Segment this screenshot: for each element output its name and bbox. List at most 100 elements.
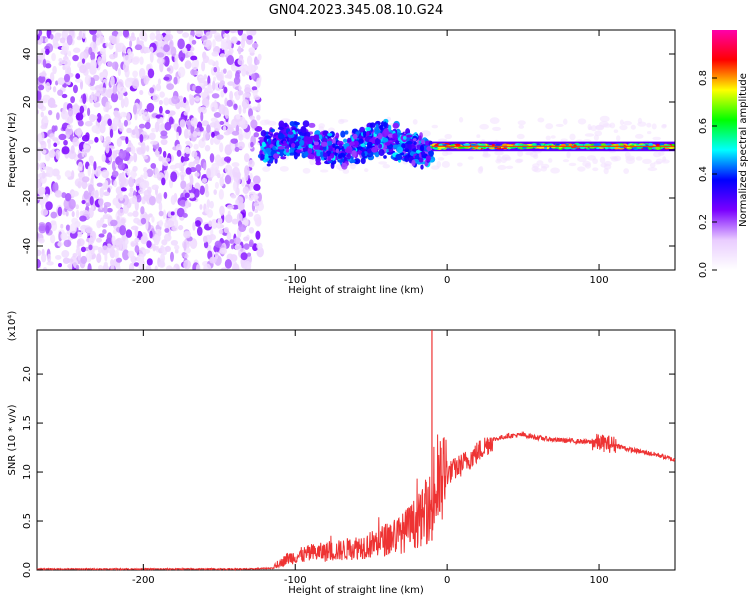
snr-y-ticks: 0.0 0.5 1.0 1.5 2.0: [22, 366, 675, 578]
spectrogram-cell: [500, 156, 508, 163]
spectrogram-cell: [362, 130, 367, 138]
spectrogram-cell: [199, 185, 205, 196]
spectrogram-cell: [128, 192, 134, 197]
spectrogram-cell: [133, 262, 140, 267]
spectrogram-cell: [244, 165, 250, 177]
spectrogram-cell: [65, 210, 69, 217]
spectrogram-cell: [122, 45, 127, 54]
spectrogram-cell: [40, 111, 44, 118]
spectrogram-cell: [67, 107, 74, 117]
spectrogram-cell: [170, 195, 176, 205]
spectrogram-cell: [651, 123, 657, 130]
spectrogram-cell: [234, 243, 242, 251]
spectrogram-cell: [43, 266, 47, 270]
spectrogram-cell: [38, 84, 45, 91]
spectrogram-cell: [42, 58, 47, 68]
spectrogram-cell: [89, 30, 97, 36]
spectrogram-cell: [246, 252, 252, 257]
spectrogram-cell: [285, 148, 290, 153]
spectrogram-cell: [378, 161, 388, 165]
spectrogram-cell: [174, 249, 179, 254]
spectrogram-cell: [196, 226, 203, 236]
spectrogram-cell: [225, 214, 233, 224]
spectrogram-cell: [87, 107, 91, 117]
spectrogram-cell: [277, 133, 285, 140]
spectrogram-cell: [470, 144, 478, 146]
spectrogram-cell: [213, 189, 217, 195]
spectrogram-cell: [57, 89, 64, 96]
spectrogram-cell: [255, 59, 260, 65]
spectrogram-cell: [106, 207, 113, 213]
spectrogram-cell: [315, 161, 322, 166]
spectrogram-cell: [254, 208, 259, 213]
spectrogram-cell: [102, 264, 109, 270]
spectrogram-cell: [55, 80, 59, 86]
spectrogram-cell: [294, 121, 300, 126]
spectrogram-cell: [60, 223, 64, 229]
spectrogram-cell: [203, 80, 208, 87]
spectrogram-cell: [139, 56, 144, 65]
spectrogram-cell: [88, 207, 94, 219]
spectrogram-cell: [127, 250, 135, 259]
spectrogram-cell: [60, 50, 67, 55]
spectrogram-cell: [201, 98, 210, 107]
spectrogram-cell: [96, 112, 102, 123]
spectrogram-cell: [476, 134, 481, 139]
spectrogram-cell: [157, 230, 162, 237]
spectrogram-cell: [406, 140, 413, 145]
spectrogram-cell: [540, 165, 548, 172]
spectrogram-cell: [129, 187, 134, 193]
spectrogram-cell: [269, 157, 274, 162]
spectrogram-cell: [119, 193, 124, 201]
spectrogram-cell: [232, 181, 237, 192]
spectrogram-cell: [154, 150, 160, 156]
spectrogram-cell: [70, 145, 75, 154]
spectrogram-cell: [154, 265, 158, 270]
spectrogram-cell: [170, 251, 174, 262]
spectrogram-cell: [120, 98, 125, 109]
spectrogram-cell: [131, 32, 135, 39]
spectrogram-cell: [46, 166, 54, 178]
spectrogram-cell: [83, 190, 90, 200]
spectrogram-cell: [142, 111, 150, 122]
spectrogram-cell: [209, 153, 215, 163]
spectrogram-cell: [166, 83, 174, 90]
spectrogram-cell: [502, 143, 508, 147]
spectrogram-cell: [66, 34, 73, 46]
spectrogram-cell: [322, 131, 329, 136]
spectrogram-cell: [150, 140, 158, 145]
spectrogram-cell: [248, 159, 255, 168]
spectrogram-cell: [595, 124, 604, 130]
spectrogram-cell: [224, 174, 232, 185]
spectrogram-cell: [75, 73, 81, 80]
spectrogram-cell: [40, 198, 44, 210]
spectrogram-cell: [224, 164, 233, 175]
spectrogram-cell: [249, 30, 257, 36]
spectrogram-cell: [164, 245, 171, 252]
spectrogram-cell: [144, 121, 151, 130]
spectrogram-cell: [83, 142, 91, 150]
spectrogram-cell: [46, 261, 54, 266]
spectrogram-cell: [143, 155, 149, 160]
spectrogram-cell: [88, 244, 93, 251]
spectrogram-cell: [392, 122, 400, 129]
spectrogram-cell: [131, 57, 140, 65]
spectrogram-cell: [159, 91, 165, 98]
spectrogram-cell: [216, 221, 221, 229]
spectrogram-cell: [191, 150, 198, 158]
spectrogram-cell: [51, 168, 60, 177]
spectrogram-cell: [577, 166, 586, 172]
spectrogram-cell: [261, 141, 266, 147]
spectrogram-cell: [145, 265, 152, 270]
spectrogram-cell: [38, 223, 47, 234]
spectrogram-cell: [45, 48, 50, 55]
spectrogram-cell: [352, 133, 358, 140]
spectrogram-cell: [226, 54, 235, 66]
spectrogram-cell: [179, 95, 183, 101]
spectrogram-cell: [41, 253, 47, 263]
spectrogram-cell: [196, 131, 202, 136]
spectrogram-cell: [634, 133, 644, 139]
spectrogram-cell: [132, 210, 139, 218]
snr-x-ticks: -200 -100 0 100: [132, 330, 609, 586]
